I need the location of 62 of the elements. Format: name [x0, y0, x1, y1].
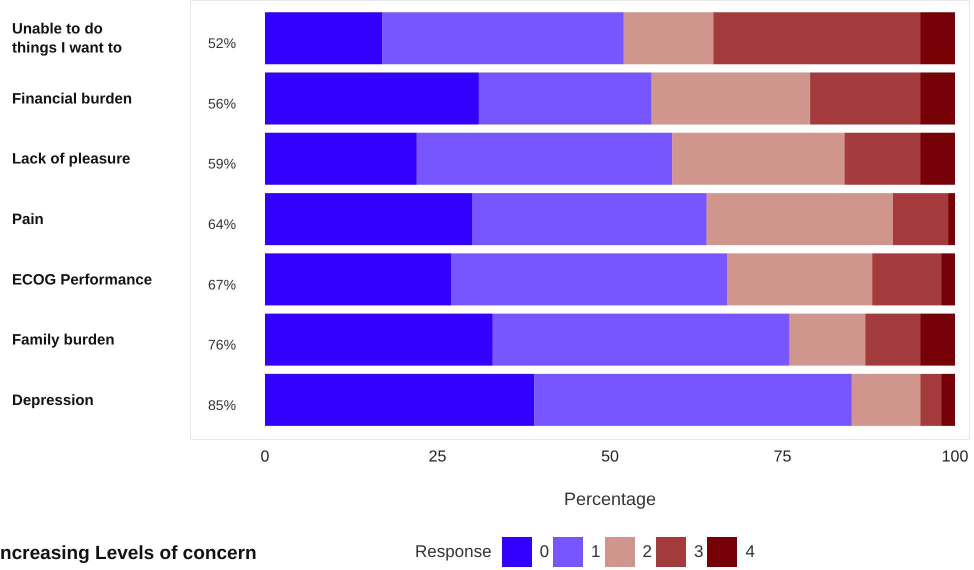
legend-label: 2 [642, 542, 652, 562]
text: 64% [208, 216, 236, 232]
y-tick-label: Family burden [12, 332, 115, 349]
bar [789, 314, 866, 366]
text: 59% [208, 156, 236, 172]
bar [941, 253, 955, 306]
x-tick-label: 0 [260, 448, 270, 466]
bar [810, 72, 920, 125]
y-tick-label: Lack of pleasure [12, 150, 130, 168]
bar [478, 72, 652, 125]
x-axis-title: Percentage [564, 488, 656, 509]
bar [920, 374, 942, 426]
bar [265, 132, 417, 185]
bar [672, 132, 845, 185]
x-tick-label: 100 [942, 448, 968, 466]
legend-label: 3 [694, 542, 704, 562]
bar [265, 193, 472, 246]
bar [265, 12, 382, 64]
text: 52% [208, 35, 236, 52]
y-tick-label: Financial burden [12, 90, 132, 108]
bar [852, 374, 920, 426]
bar [872, 253, 942, 306]
x-tick-label: 50 [601, 448, 619, 466]
bar [451, 253, 728, 306]
bar [416, 132, 672, 185]
bar [941, 374, 955, 426]
bar [265, 253, 452, 306]
bar [727, 253, 872, 306]
text: 76% [208, 336, 236, 353]
bar [920, 314, 955, 366]
text: ncreasing Levels of concern [0, 543, 257, 565]
y-tick-label: ECOG Performance [12, 271, 152, 288]
bar [534, 374, 852, 426]
bar [948, 193, 955, 246]
bar [492, 314, 790, 366]
bar [265, 374, 534, 426]
legend-label: 4 [745, 542, 755, 562]
bar [892, 193, 948, 246]
y-tick-label: Unable to do things I want to [12, 20, 122, 57]
bar [265, 72, 479, 125]
bar [844, 132, 920, 185]
bar [865, 314, 920, 366]
legend-label: 0 [540, 542, 550, 562]
bar [382, 12, 624, 64]
bar [920, 132, 955, 185]
text: 85% [208, 396, 236, 413]
bar [624, 12, 714, 64]
legend-title: Response [415, 542, 492, 562]
bar [472, 193, 707, 246]
x-tick-label: 25 [428, 448, 446, 466]
legend-label: 1 [591, 542, 600, 562]
y-tick-label: Depression [12, 392, 94, 409]
bar [651, 72, 810, 125]
x-tick-label: 75 [774, 448, 792, 466]
bar [706, 193, 893, 246]
bar [920, 12, 955, 64]
bar [265, 314, 493, 366]
bar [714, 12, 920, 64]
text: 67% [208, 276, 236, 292]
y-tick-label: Pain [12, 211, 44, 228]
text: 56% [208, 95, 236, 112]
bar [920, 72, 955, 125]
